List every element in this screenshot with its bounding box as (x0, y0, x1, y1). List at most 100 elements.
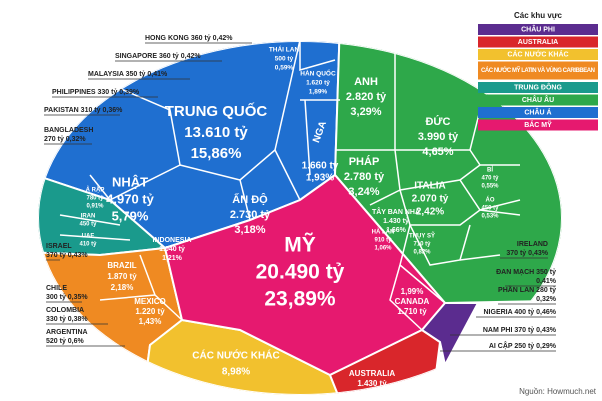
legend-swatch (478, 119, 598, 131)
callout-label: MALAYSIA 350 tỷ 0,41% (88, 71, 168, 78)
cell-label: AUSTRALIA (349, 369, 395, 378)
cell-border (459, 254, 501, 261)
cell-border (99, 79, 181, 201)
callout-label: BANGLADESH (44, 127, 93, 134)
cell-label: 0,82% (413, 250, 431, 256)
legend-label: AUSTRALIA (518, 39, 558, 46)
cell-label: HÀN QUỐC (300, 68, 336, 78)
callout-label: ĐAN MẠCH 350 tỷ (496, 269, 556, 276)
callout-label: CHILE (46, 285, 67, 292)
cell-label: THỤY SỸ (409, 233, 435, 240)
callout-label: SINGAPORE 360 tỷ 0,42% (115, 53, 201, 60)
cell-label: MỸ (284, 234, 316, 257)
cell-border (59, 234, 131, 241)
legend-swatch (478, 36, 598, 48)
cell-label: INDONESIA (153, 237, 192, 244)
cell-label: MEXICO (134, 297, 166, 306)
cell-label: 1,66% (386, 227, 407, 234)
callout-label: ARGENTINA (46, 329, 88, 336)
callout-label: 0,32% (536, 296, 557, 303)
cell-label: ANH (354, 76, 378, 88)
callout-label: 370 tỷ 0,43% (46, 252, 88, 259)
cell-border (459, 164, 481, 181)
legend-swatch (478, 82, 598, 93)
cell-label: 4,65% (422, 146, 453, 158)
labels: TRUNG QUỐC 13.610 tỷ 15,86% NHẬT 4.970 tỷ 5,7… (44, 11, 598, 398)
legend-label: CÁC NƯỚC MỸ LATIN VÀ VÙNG CARIBBEAN (481, 66, 595, 74)
cell-label: 1.660 tỷ (302, 161, 339, 172)
cell-label: 4.970 tỷ (106, 191, 154, 206)
callout-label: AI CẬP 250 tỷ 0,29% (489, 341, 557, 350)
legend-swatch (478, 94, 598, 106)
cell-label: 1.620 tỷ (306, 80, 330, 87)
cell-border (59, 214, 121, 226)
cell-label: 2.730 tỷ (230, 209, 271, 221)
legend-label: CHÂU PHI (521, 24, 555, 33)
cell-border (304, 99, 311, 176)
cell-label: 1.220 tỷ (135, 307, 165, 316)
cell-label: 0,53% (481, 214, 499, 220)
cell-label: 8,98% (222, 367, 250, 378)
cell-label: ẤN ĐỘ (232, 193, 268, 206)
cell-label: CANADA (395, 297, 430, 306)
cell-border (399, 189, 481, 226)
cell-label: 1,89% (309, 89, 328, 96)
cell-border (399, 224, 411, 266)
callout-label: PHẦN LAN 280 tỷ (498, 284, 556, 294)
cell-label: 1.430 tỷ (357, 379, 387, 388)
callout-label: PAKISTAN 310 tỷ 0,36% (44, 107, 123, 114)
cell-label: 0,55% (481, 184, 499, 190)
cell-border (399, 179, 521, 216)
cell-label: 1,21% (162, 255, 183, 262)
callout-label: 520 tỷ 0,6% (46, 338, 85, 345)
cell-label: 500 tỷ (275, 56, 294, 63)
cell-label: IRAN (81, 214, 96, 220)
cell-label: Ả RẬP (86, 187, 105, 194)
cell-label: 910 tỷ (374, 238, 392, 244)
cell-label: BỈ (487, 167, 493, 174)
legend-label: TRUNG ĐÔNG (514, 82, 562, 91)
source: Nguồn: Howmuch.net (519, 387, 597, 396)
legend-label: CHÂU Á (524, 107, 551, 116)
cell-label: 2.780 tỷ (344, 171, 385, 183)
region (420, 302, 480, 368)
callout-label: IRELAND (517, 241, 548, 248)
cell-label: 3,24% (348, 186, 379, 198)
cell-border (479, 199, 521, 211)
cell-label: 1.870 tỷ (107, 272, 137, 281)
cell-label: 13.610 tỷ (184, 124, 248, 141)
cell-border (409, 224, 471, 266)
cell-label: THÁI LAN (269, 45, 300, 54)
cell-label: 450 tỷ (79, 222, 97, 228)
cell-label: 1,06% (374, 246, 392, 252)
cell-label: 1,99% (401, 287, 424, 296)
cell-label: 0,91% (86, 204, 104, 210)
cell-label: 1,67% (361, 389, 384, 398)
cell-label: NHẬT (112, 174, 148, 189)
cell-border (89, 174, 111, 201)
cell-label: 2,18% (111, 283, 134, 292)
legend-title: Các khu vực (514, 11, 563, 20)
cell-label: 2.820 tỷ (346, 91, 387, 103)
cell-label: 1.040 tỷ (159, 246, 185, 253)
cell-label: 3.990 tỷ (418, 131, 459, 143)
callout-label: 330 tỷ 0,38% (46, 316, 88, 323)
legend-label: BẮC MỸ (524, 120, 552, 129)
legend-swatch (478, 61, 598, 80)
cell-label: 3,29% (350, 106, 381, 118)
cell-label: 23,89% (264, 288, 336, 311)
cell-label: 1.710 tỷ (397, 307, 427, 316)
callout-label: NAM PHI 370 tỷ 0,43% (483, 327, 557, 334)
callout-label: ISRAEL (46, 243, 72, 250)
cell-label: 20.490 tỷ (256, 261, 345, 284)
cell-label: TRUNG QUỐC (165, 102, 268, 120)
legend-swatch (478, 24, 598, 35)
cell-label: 5,79% (112, 208, 149, 223)
cell-border (99, 294, 156, 301)
cell-label: 1.430 tỷ (383, 218, 409, 225)
cell-label: ITALIA (414, 181, 445, 192)
cell-border (274, 41, 301, 151)
cell-label: 450 tỷ (481, 206, 499, 212)
cell-label: 3,18% (234, 224, 265, 236)
